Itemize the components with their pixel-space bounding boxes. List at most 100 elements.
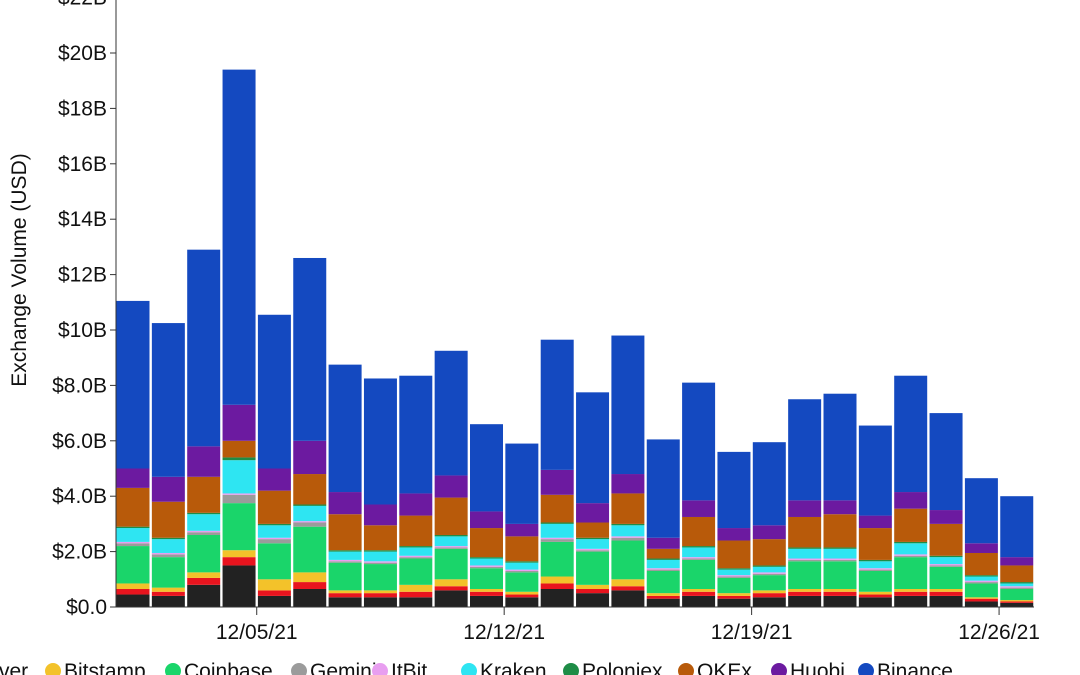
bar-segment-kraken-2021-12-19 [752, 566, 786, 573]
bar-segment-ver-2021-12-09 [399, 597, 433, 607]
bar-segment-binance-2021-12-02 [151, 323, 185, 477]
bar-segment-poloniex-2021-12-09 [399, 546, 433, 548]
bar-segment-itbit-2021-12-10 [434, 546, 468, 548]
bar-segment-bitstamp-2021-12-19 [752, 590, 786, 594]
legend-item-poloniex: Poloniex [563, 660, 663, 675]
legend-item-gemini: Gemini [291, 660, 377, 675]
bar-segment-itbit-2021-12-20 [788, 558, 822, 560]
bar-segment-okex-2021-12-04 [222, 440, 256, 458]
bar-segment-kraken-2021-12-24 [929, 557, 963, 565]
bar-segment-huobi-2021-12-20 [788, 500, 822, 517]
legend-label: ItBit [391, 660, 427, 675]
bar-segment-coinbase-2021-12-10 [434, 548, 468, 580]
bar-segment-itbit-2021-12-13 [540, 537, 574, 540]
legend-swatch [771, 663, 787, 675]
bar-segment-itbit-2021-12-05 [257, 537, 291, 540]
bar-segment-kraken-2021-12-25 [964, 576, 998, 581]
bar-segment-itbit-2021-12-03 [187, 530, 221, 533]
bar-segment-huobi-2021-12-06 [293, 440, 327, 475]
bar-segment-bitstamp-2021-12-22 [858, 591, 892, 595]
bar-segment-coinbase-2021-12-19 [752, 575, 786, 591]
bar-segment-ver-2021-12-10 [434, 590, 468, 607]
bar-segment-bitstamp-2021-12-16 [646, 593, 680, 596]
bar-segment-gemini-2021-12-23 [894, 555, 928, 558]
legend-swatch [461, 663, 477, 675]
legend-label: Bitstamp [64, 660, 146, 675]
bar-segment-poloniex-2021-12-05 [257, 523, 291, 526]
bar-segment-ver-2021-12-06 [293, 589, 327, 607]
bar-segment-ver-2021-12-03 [187, 584, 221, 607]
bar-segment-coinbase-2021-12-26 [1000, 589, 1034, 601]
bar-segment-binance-2021-12-01 [116, 300, 150, 469]
bar-segment-series-1-2021-12-19 [752, 593, 786, 598]
bar-segment-gemini-2021-12-17 [682, 558, 716, 560]
y-tick-label: $18B [58, 97, 107, 120]
bar-segment-binance-2021-12-05 [257, 314, 291, 469]
bar-segment-coinbase-2021-12-16 [646, 570, 680, 594]
bar-segment-okex-2021-12-24 [929, 523, 963, 556]
bar-segment-binance-2021-12-25 [964, 478, 998, 544]
bar-segment-binance-2021-12-16 [646, 439, 680, 538]
bar-segment-okex-2021-12-17 [682, 516, 716, 547]
bar-segment-gemini-2021-12-01 [116, 543, 150, 547]
bar-segment-ver-2021-12-02 [151, 595, 185, 607]
bar-segment-ver-2021-12-07 [328, 597, 362, 607]
legend-label: Poloniex [582, 660, 663, 675]
bar-segment-ver-2021-12-16 [646, 598, 680, 607]
bar-segment-binance-2021-12-07 [328, 364, 362, 493]
bar-segment-poloniex-2021-12-03 [187, 512, 221, 515]
bar-segment-poloniex-2021-12-02 [151, 537, 185, 540]
bar-segment-binance-2021-12-03 [187, 249, 221, 447]
bar-segment-ver-2021-12-18 [717, 598, 751, 607]
bar-segment-coinbase-2021-12-23 [894, 557, 928, 589]
bar-segment-okex-2021-12-20 [788, 516, 822, 548]
bar-segment-ver-2021-12-01 [116, 594, 150, 607]
bar-segment-ver-2021-12-13 [540, 589, 574, 607]
bar-segment-gemini-2021-12-05 [257, 539, 291, 544]
bar-segment-series-1-2021-12-11 [470, 591, 503, 596]
legend-label: Gemini [310, 660, 377, 675]
bar-segment-coinbase-2021-12-03 [187, 534, 221, 573]
bar-segment-binance-2021-12-11 [470, 424, 503, 512]
bar-segment-kraken-2021-12-17 [682, 547, 716, 558]
bar-segment-ver-2021-12-26 [1000, 602, 1034, 607]
bar-segment-okex-2021-12-22 [858, 528, 892, 560]
bar-segment-binance-2021-12-20 [788, 399, 822, 501]
bar-segment-huobi-2021-12-26 [1000, 557, 1034, 566]
bar-segment-kraken-2021-12-06 [293, 505, 327, 522]
bar-segment-series-1-2021-12-22 [858, 594, 892, 598]
bar-segment-gemini-2021-12-26 [1000, 587, 1034, 589]
bar-segment-poloniex-2021-12-20 [788, 547, 822, 549]
bar-segment-coinbase-2021-12-12 [505, 572, 539, 592]
bar-segment-okex-2021-12-09 [399, 515, 433, 547]
bar-segment-series-1-2021-12-12 [505, 594, 539, 598]
bar-segment-bitstamp-2021-12-25 [964, 597, 998, 599]
bar-segment-bitstamp-2021-12-11 [470, 589, 503, 592]
bar-segment-gemini-2021-12-06 [293, 522, 327, 527]
bar-segment-itbit-2021-12-04 [222, 493, 256, 495]
bar-segment-binance-2021-12-08 [363, 378, 397, 505]
legend-swatch [372, 663, 388, 675]
bar-segment-poloniex-2021-12-13 [540, 522, 574, 524]
bar-segment-huobi-2021-12-17 [682, 500, 716, 517]
bar-segment-series-1-2021-12-07 [328, 593, 362, 598]
bar-segment-huobi-2021-12-03 [187, 446, 221, 477]
bar-segment-ver-2021-12-24 [929, 595, 963, 607]
bar-segment-kraken-2021-12-04 [222, 460, 256, 494]
bar-segment-kraken-2021-12-21 [823, 548, 857, 559]
bar-segment-huobi-2021-12-25 [964, 543, 998, 553]
bar-segment-binance-2021-12-24 [929, 413, 963, 511]
legend-item-coinbase: Coinbase [165, 660, 273, 675]
bar-segment-coinbase-2021-12-09 [399, 558, 433, 585]
bar-segment-okex-2021-12-05 [257, 490, 291, 524]
bar-segment-gemini-2021-12-12 [505, 570, 539, 573]
bar-segment-huobi-2021-12-09 [399, 493, 433, 516]
bar-segment-gemini-2021-12-19 [752, 573, 786, 576]
bar-segment-okex-2021-12-21 [823, 514, 857, 548]
bar-segment-huobi-2021-12-04 [222, 404, 256, 441]
bar-segment-bitstamp-2021-12-08 [363, 590, 397, 594]
bar-segment-series-1-2021-12-26 [1000, 601, 1034, 603]
bar-segment-okex-2021-12-16 [646, 548, 680, 559]
bar-segment-okex-2021-12-01 [116, 487, 150, 527]
